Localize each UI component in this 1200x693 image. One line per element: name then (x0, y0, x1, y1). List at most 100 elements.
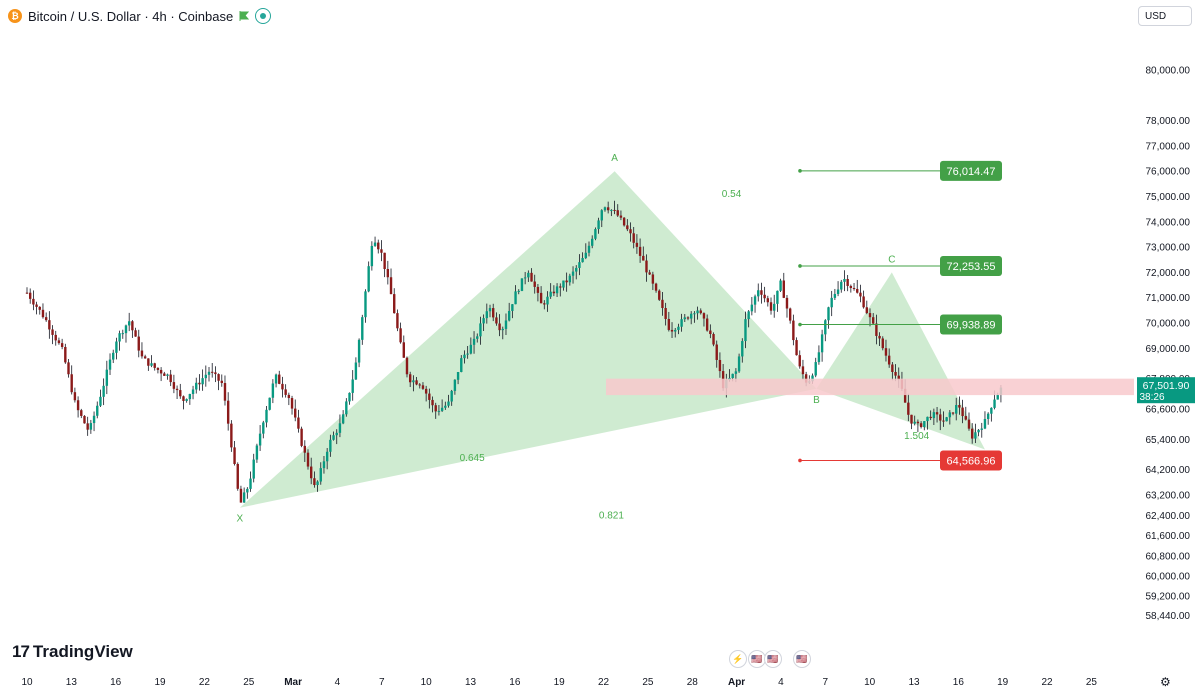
candle-body (664, 308, 667, 319)
candle-body (191, 389, 195, 395)
candle-body (472, 338, 476, 345)
support-zone[interactable] (606, 378, 1134, 396)
symbol-title: Bitcoin / U.S. Dollar · 4h · Coinbase (28, 8, 234, 24)
candle-body (226, 400, 230, 424)
candle-body (290, 398, 294, 409)
pattern-triangle-bcd[interactable] (816, 272, 985, 450)
tradingview-logo-text: TradingView (32, 642, 133, 661)
candle-body (469, 344, 473, 354)
candle-body (370, 245, 374, 267)
candle-body (980, 428, 983, 430)
candle-body (590, 238, 594, 246)
candle-body (73, 392, 77, 401)
symbol-header[interactable]: ₿ Bitcoin / U.S. Dollar · 4h · Coinbase (8, 6, 272, 26)
candle-body (108, 359, 112, 370)
green-flag-icon[interactable] (239, 11, 250, 21)
candle-body (881, 338, 884, 349)
candle-body (316, 481, 319, 486)
candle-body (986, 413, 990, 419)
candle-body (606, 207, 610, 211)
us-flag-event-icon[interactable]: 🇺🇸 (764, 650, 782, 668)
candle-body (501, 328, 504, 331)
candle-body (600, 210, 603, 221)
current-price-tag (1137, 377, 1195, 404)
lightning-event-icon[interactable]: ⚡ (729, 650, 747, 668)
candle-body (887, 355, 891, 365)
candle-body (424, 388, 428, 394)
candle-body (565, 280, 568, 283)
candle-body (421, 385, 425, 389)
candle-body (211, 371, 214, 373)
candle-body (702, 313, 706, 319)
candle-body (539, 292, 543, 304)
price-axis-label: 77,000.00 (1146, 141, 1191, 152)
candle-body (619, 215, 623, 218)
candle-body (868, 313, 872, 318)
time-axis-label: Apr (728, 677, 745, 688)
candle-body (399, 328, 402, 343)
candle-body (757, 290, 760, 297)
price-axis-label: 75,000.00 (1146, 192, 1191, 203)
candle-body (948, 412, 952, 418)
candle-body (996, 394, 999, 400)
pattern-point-label: A (611, 153, 618, 164)
candle-body (897, 375, 900, 380)
us-flag-event-icon[interactable]: 🇺🇸 (793, 650, 811, 668)
target-price-box[interactable] (940, 314, 1002, 335)
candle-body (680, 319, 683, 327)
candle-body (610, 209, 613, 211)
candle-body (769, 302, 773, 311)
candle-body (460, 358, 463, 372)
candle-body (859, 292, 862, 297)
tradingview-logo[interactable]: 17 TradingView (12, 642, 133, 662)
candle-body (919, 423, 923, 428)
target-price-box[interactable] (940, 255, 1002, 276)
time-axis-label: 16 (110, 677, 122, 688)
candle-body (884, 348, 888, 356)
pattern-triangle-xab[interactable] (239, 171, 817, 508)
stop-loss-box[interactable] (940, 450, 1002, 471)
candle-body (329, 439, 332, 452)
pattern-point-label: C (888, 254, 895, 265)
candle-body (236, 463, 239, 489)
candle-body (811, 375, 814, 382)
candle-body (96, 405, 99, 416)
candle-body (734, 371, 738, 374)
currency-selector[interactable]: USD (1138, 6, 1192, 26)
candle-body (428, 393, 431, 400)
candle-body (159, 369, 163, 374)
candle-body (313, 478, 316, 486)
candle-body (99, 396, 102, 406)
candle-body (51, 329, 54, 335)
time-axis-label: 10 (21, 677, 33, 688)
candle-body (201, 378, 204, 385)
candle-body (814, 362, 817, 376)
candle-body (552, 291, 556, 294)
candle-body (498, 323, 501, 331)
gear-icon[interactable]: ⚙ (1160, 675, 1171, 689)
candle-body (517, 290, 520, 292)
pattern-ratio-label: 0.821 (599, 511, 624, 522)
candle-body (456, 371, 460, 380)
candle-body (817, 352, 821, 363)
candle-body (258, 433, 262, 446)
candle-body (389, 277, 393, 295)
candle-body (105, 369, 109, 386)
candle-body (788, 308, 792, 321)
candle-body (616, 210, 619, 216)
candle-body (741, 341, 744, 357)
candle-body (482, 318, 485, 324)
candle-body (297, 417, 300, 429)
target-price-box[interactable] (940, 160, 1002, 181)
candle-body (747, 311, 750, 320)
candle-body (990, 407, 993, 414)
candle-body (83, 415, 86, 424)
candle-body (268, 397, 271, 410)
candle-body (332, 435, 335, 440)
candle-body (709, 330, 712, 335)
candle-body (654, 283, 658, 291)
candle-body (575, 267, 578, 272)
candle-body (983, 418, 987, 429)
candle-body (782, 280, 785, 298)
